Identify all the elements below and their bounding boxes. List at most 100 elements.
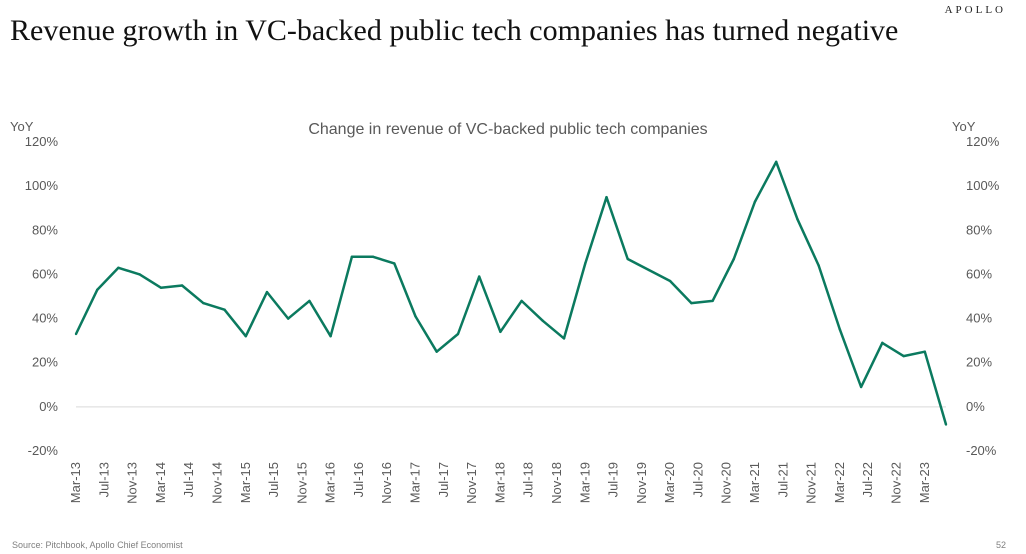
data-point — [286, 317, 290, 320]
x-tick-label: Nov-20 — [719, 462, 734, 504]
data-point — [223, 308, 226, 311]
y-axis-label-left: YoY — [10, 119, 34, 134]
x-tick-label: Mar-21 — [747, 462, 762, 503]
y-tick-label-right: 60% — [966, 266, 992, 281]
x-tick-label: Jul-20 — [690, 462, 705, 497]
y-tick-label-left: 40% — [32, 311, 58, 326]
x-tick-label: Mar-22 — [832, 462, 847, 503]
data-point — [690, 301, 693, 305]
x-tick-label: Mar-17 — [408, 462, 423, 503]
page-title: Revenue growth in VC-backed public tech … — [10, 14, 899, 47]
y-tick-label-left: 80% — [32, 222, 58, 237]
data-point — [626, 257, 629, 261]
x-tick-label: Jul-21 — [775, 462, 790, 497]
x-tick-label: Jul-16 — [351, 462, 366, 497]
data-point — [817, 264, 820, 267]
x-tick-label: Nov-22 — [888, 462, 903, 504]
data-point — [562, 337, 566, 340]
data-point — [265, 290, 269, 294]
y-tick-label-left: 120% — [25, 134, 59, 149]
x-tick-label: Mar-14 — [153, 462, 168, 503]
x-tick-label: Jul-22 — [860, 462, 875, 497]
x-tick-label: Mar-18 — [492, 462, 507, 503]
data-point — [944, 423, 948, 426]
x-tick-label: Nov-19 — [634, 462, 649, 504]
data-point — [393, 262, 396, 265]
x-tick-label: Jul-18 — [521, 462, 536, 497]
series-line — [74, 160, 948, 425]
data-point — [244, 335, 247, 338]
y-tick-label-right: 40% — [966, 311, 992, 326]
chart-title: Change in revenue of VC-backed public te… — [308, 121, 707, 138]
source-note: Source: Pitchbook, Apollo Chief Economis… — [12, 540, 183, 550]
brand-logo: APOLLO — [944, 4, 1006, 16]
data-point — [96, 288, 99, 292]
data-point — [775, 160, 778, 164]
x-tick-label: Nov-14 — [209, 462, 224, 504]
data-point — [753, 200, 757, 203]
y-tick-label-left: 60% — [32, 266, 58, 281]
data-point — [371, 255, 375, 258]
data-point — [859, 385, 863, 389]
x-tick-label: Nov-18 — [549, 462, 564, 504]
data-point — [541, 319, 545, 322]
data-point — [308, 299, 311, 303]
data-point — [520, 299, 523, 303]
data-point — [117, 266, 120, 270]
data-point — [202, 301, 205, 305]
x-tick-label: Nov-17 — [464, 462, 479, 504]
y-tick-label-right: 80% — [966, 222, 992, 237]
x-tick-label: Mar-23 — [917, 462, 932, 503]
data-point — [711, 299, 714, 303]
page-number: 52 — [995, 540, 1006, 550]
data-point — [456, 332, 460, 336]
data-point — [796, 218, 799, 221]
x-tick-label: Jul-14 — [181, 462, 196, 497]
y-tick-label-left: -20% — [28, 443, 59, 458]
data-point — [499, 330, 502, 334]
data-point — [902, 354, 905, 358]
y-tick-label-right: -20% — [966, 443, 997, 458]
x-tick-label: Mar-13 — [68, 462, 83, 503]
x-tick-label: Mar-20 — [662, 462, 677, 503]
data-point — [668, 279, 672, 283]
x-tick-label: Mar-15 — [238, 462, 253, 503]
x-tick-label: Jul-17 — [436, 462, 451, 497]
x-ticks: Mar-13 Jul-13 Nov-13 Mar-14 Jul-14 Nov-14 Mar-… — [68, 462, 932, 504]
data-point — [180, 284, 184, 287]
x-tick-label: Jul-15 — [266, 462, 281, 497]
y-tick-label-right: 20% — [966, 355, 992, 370]
y-tick-label-left: 100% — [25, 178, 59, 193]
x-tick-label: Jul-13 — [96, 462, 111, 497]
y-tick-label-right: 120% — [966, 134, 1000, 149]
data-point — [414, 315, 417, 318]
y-axis-label-right: YoY — [952, 119, 976, 134]
y-tick-label-right: 100% — [966, 178, 1000, 193]
data-point — [605, 195, 608, 199]
x-tick-label: Mar-16 — [323, 462, 338, 503]
data-point — [435, 350, 438, 353]
x-tick-label: Jul-19 — [606, 462, 621, 497]
y-tick-label-left: 0% — [39, 399, 58, 414]
data-point — [584, 262, 587, 265]
y-ticks-right: -20% 0% 20% 40% 60% 80% 100% 120% — [966, 134, 1000, 458]
x-tick-label: Mar-19 — [577, 462, 592, 503]
data-point — [329, 335, 332, 338]
data-point — [732, 257, 736, 261]
data-point — [647, 268, 651, 272]
y-tick-label-left: 20% — [32, 355, 58, 370]
y-ticks-left: -20% 0% 20% 40% 60% 80% 100% 120% — [25, 134, 59, 458]
data-point — [350, 255, 354, 258]
series-group — [74, 160, 948, 426]
data-point — [74, 332, 78, 336]
data-point — [477, 275, 481, 278]
y-tick-label-right: 0% — [966, 399, 985, 414]
x-tick-label: Nov-15 — [294, 462, 309, 504]
data-point — [138, 273, 141, 276]
x-tick-label: Nov-13 — [125, 462, 140, 504]
x-tick-label: Nov-16 — [379, 462, 394, 504]
data-point — [923, 350, 926, 353]
data-point — [881, 341, 884, 345]
x-tick-label: Nov-21 — [804, 462, 819, 504]
